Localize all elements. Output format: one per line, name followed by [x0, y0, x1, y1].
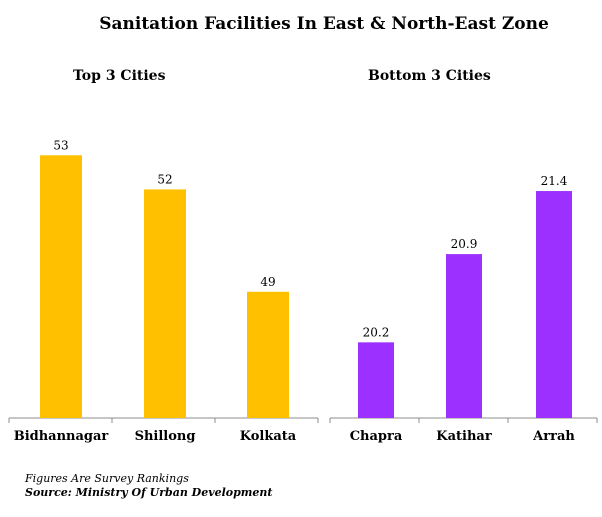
category-label-arrah: Arrah	[532, 429, 575, 444]
right-chart-title: Bottom 3 Cities	[368, 68, 491, 84]
category-label-kolkata: Kolkata	[240, 429, 297, 444]
bar-chapra	[358, 342, 394, 418]
category-label-shillong: Shillong	[135, 429, 196, 444]
top-cities-chart: 53 Bidhannagar 52 Shillong 49 Kolkata	[8, 138, 319, 444]
category-label-katihar: Katihar	[436, 429, 492, 444]
bottom-cities-chart: 20.2 Chapra 20.9 Katihar 21.4 Arrah	[329, 174, 598, 444]
bar-kolkata	[247, 291, 289, 418]
value-label-katihar: 20.9	[451, 237, 478, 251]
value-label-kolkata: 49	[260, 275, 275, 289]
category-label-bidhannagar: Bidhannagar	[14, 429, 109, 444]
bar-katihar	[446, 254, 482, 418]
bar-arrah	[536, 191, 572, 418]
value-label-arrah: 21.4	[541, 174, 568, 188]
value-label-chapra: 20.2	[363, 325, 390, 339]
value-label-bidhannagar: 53	[53, 138, 68, 152]
value-label-shillong: 52	[157, 172, 172, 186]
bar-bidhannagar	[40, 155, 82, 418]
bar-shillong	[144, 189, 186, 418]
footnote-survey: Figures Are Survey Rankings	[25, 472, 189, 485]
chart-title: Sanitation Facilities In East & North-Ea…	[99, 14, 549, 34]
footnote-source: Source: Ministry Of Urban Development	[25, 486, 273, 499]
category-label-chapra: Chapra	[350, 429, 403, 444]
left-chart-title: Top 3 Cities	[73, 68, 166, 84]
